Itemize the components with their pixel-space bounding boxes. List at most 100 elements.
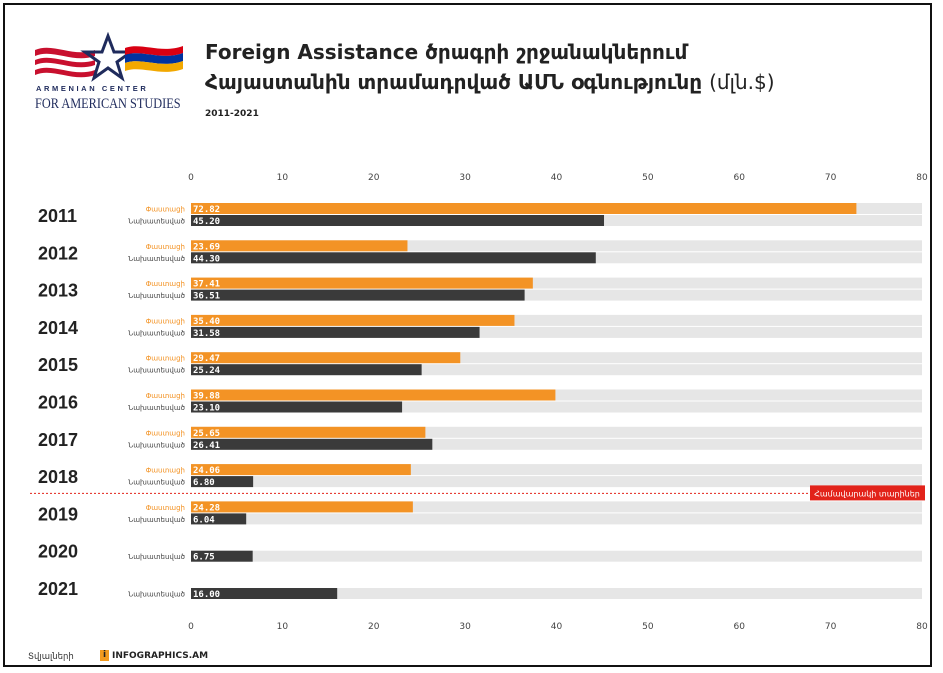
bar-disbursed	[191, 550, 253, 562]
armenian-center-logo	[35, 32, 183, 82]
bar-obligated	[191, 240, 408, 252]
bar-disbursed-value-label: 44.30	[193, 254, 220, 264]
source-label: Տվյալների	[28, 652, 74, 662]
bar-obligated-value-label: 24.06	[193, 466, 220, 476]
series-label-obligated: Փաստացի	[146, 243, 185, 251]
year-label: 2012	[38, 243, 78, 263]
bar-disbursed-value-label: 26.41	[193, 441, 220, 451]
bar-track	[191, 501, 922, 513]
series-label-obligated: Փաստացի	[146, 317, 185, 325]
bar-track	[191, 588, 922, 599]
bar-disbursed-value-label: 16.00	[193, 590, 220, 600]
series-label-disbursed: Նախատեսված	[128, 367, 185, 375]
bar-track	[191, 464, 922, 476]
bar-obligated	[191, 464, 411, 476]
year-label: 2015	[38, 355, 78, 375]
bar-disbursed-value-label: 6.80	[193, 478, 215, 488]
year-label: 2019	[38, 504, 78, 524]
bar-obligated	[191, 389, 556, 401]
bar-obligated	[191, 314, 515, 326]
bar-track	[191, 550, 922, 562]
bar-obligated	[191, 277, 533, 289]
bar-disbursed	[191, 438, 433, 450]
x-tick-label-top: 50	[642, 173, 654, 183]
x-tick-label-bottom: 80	[916, 622, 928, 632]
year-label: 2014	[38, 318, 78, 338]
x-tick-label-top: 30	[459, 173, 471, 183]
x-tick-label-bottom: 50	[642, 622, 654, 632]
bar-disbursed	[191, 252, 596, 264]
x-tick-label-bottom: 70	[825, 622, 837, 632]
x-tick-label-bottom: 0	[188, 622, 194, 632]
bar-obligated-value-label: 23.69	[193, 242, 220, 252]
year-label: 2017	[38, 430, 78, 450]
series-label-obligated: Փաստացի	[146, 467, 185, 475]
bar-obligated	[191, 426, 426, 438]
bar-track	[191, 513, 922, 525]
bar-track	[191, 326, 922, 338]
series-label-obligated: Փաստացի	[146, 392, 185, 400]
bar-obligated-value-label: 29.47	[193, 354, 220, 364]
bar-track	[191, 352, 922, 364]
bar-obligated-value-label: 72.82	[193, 205, 220, 215]
x-tick-label-top: 10	[277, 173, 289, 183]
bar-obligated	[191, 203, 857, 214]
bar-disbursed-value-label: 23.10	[193, 404, 220, 414]
bar-track	[191, 364, 922, 376]
bar-disbursed	[191, 289, 525, 301]
bar-track	[191, 277, 922, 289]
chart-title-unit: (մլն.$)	[709, 70, 775, 94]
armenian-flag-icon	[125, 46, 183, 72]
series-label-obligated: Փաստացի	[146, 280, 185, 288]
pandemic-label-box	[810, 485, 925, 501]
x-tick-label-bottom: 40	[551, 622, 563, 632]
x-tick-label-top: 60	[734, 173, 746, 183]
series-label-disbursed: Նախատեսված	[128, 329, 185, 337]
bar-disbursed-value-label: 36.51	[193, 292, 220, 302]
us-flag-stripes-icon	[35, 47, 95, 78]
series-label-disbursed: Նախատեսված	[128, 292, 185, 300]
chart-title-line-1: Foreign Assistance ծրագրի շրջանակներում	[205, 40, 688, 64]
bar-disbursed	[191, 476, 254, 488]
bar-track	[191, 476, 922, 488]
x-tick-label-bottom: 20	[368, 622, 380, 632]
year-label: 2021	[38, 579, 78, 599]
x-tick-label-top: 0	[188, 173, 194, 183]
series-label-disbursed: Նախատեսված	[128, 516, 185, 524]
series-label-obligated: Փաստացի	[146, 504, 185, 512]
x-tick-label-top: 20	[368, 173, 380, 183]
bar-track	[191, 438, 922, 450]
bar-disbursed-value-label: 31.58	[193, 329, 220, 339]
series-label-obligated: Փաստացի	[146, 429, 185, 437]
series-label-disbursed: Նախատեսված	[128, 441, 185, 449]
infographics-brand: i INFOGRAPHICS.AM	[100, 650, 208, 661]
x-tick-label-top: 40	[551, 173, 563, 183]
year-label: 2018	[38, 467, 78, 487]
x-tick-label-bottom: 30	[459, 622, 471, 632]
bar-track	[191, 289, 922, 301]
series-label-disbursed: Նախատեսված	[128, 479, 185, 487]
bar-track	[191, 240, 922, 252]
chart-title-line-2-text: Հայաստանին տրամադրված ԱՄՆ օգնությունը	[205, 70, 703, 94]
infographics-brand-text: INFOGRAPHICS.AM	[112, 651, 209, 661]
bar-disbursed	[191, 215, 605, 226]
x-tick-label-top: 70	[825, 173, 837, 183]
bar-disbursed-value-label: 45.20	[193, 217, 220, 227]
series-label-disbursed: Նախատեսված	[128, 553, 185, 561]
bar-disbursed	[191, 588, 338, 599]
x-tick-label-top: 80	[916, 173, 928, 183]
bar-disbursed-value-label: 6.04	[193, 515, 215, 525]
bar-track	[191, 426, 922, 438]
bar-obligated	[191, 501, 413, 513]
bar-disbursed	[191, 513, 247, 525]
logo-text-top: ARMENIAN CENTER	[36, 84, 149, 93]
series-label-disbursed: Նախատեսված	[128, 591, 185, 599]
year-label: 2013	[38, 281, 78, 301]
series-label-obligated: Փաստացի	[146, 206, 185, 214]
year-label: 2016	[38, 393, 78, 413]
bar-disbursed	[191, 364, 422, 376]
logo-text-bottom: FOR AMERICAN STUDIES	[35, 96, 181, 112]
bar-disbursed-value-label: 25.24	[193, 366, 221, 376]
bar-disbursed	[191, 326, 480, 338]
bar-obligated	[191, 352, 461, 364]
